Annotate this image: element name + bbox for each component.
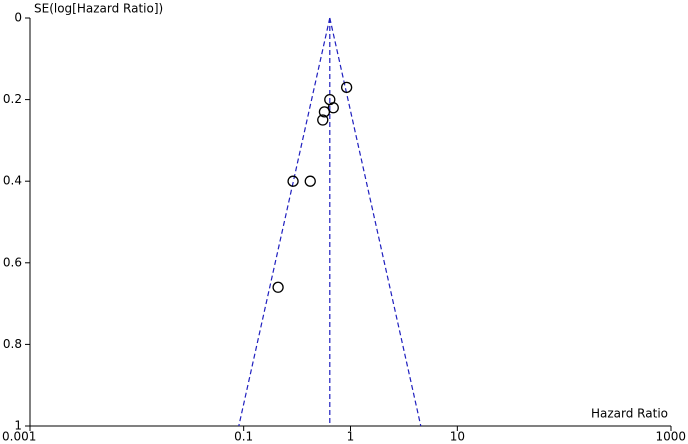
study-point <box>318 106 331 118</box>
x-tick-label: 0.001 <box>2 430 36 444</box>
y-tick-label: 0.4 <box>3 174 22 188</box>
x-tick-label: 0.1 <box>234 430 253 444</box>
y-tick-label: 0 <box>14 11 22 25</box>
y-tick-label: 1 <box>14 419 22 433</box>
study-point <box>317 114 329 126</box>
x-tick-label: 10 <box>450 430 465 444</box>
study-point <box>340 81 353 94</box>
study-point <box>272 281 284 293</box>
y-tick-label: 0.6 <box>3 255 22 269</box>
y-tick-label: 0.8 <box>3 337 22 351</box>
x-axis-label: Hazard Ratio <box>591 407 668 421</box>
x-tick-label: 1 <box>347 430 355 444</box>
study-point <box>287 175 299 187</box>
x-tick-label: 1000 <box>655 430 686 444</box>
funnel-limit-line <box>329 17 422 427</box>
y-axis-label: SE(log[Hazard Ratio]) <box>34 2 163 16</box>
study-point <box>304 175 316 187</box>
y-tick-label: 0.2 <box>3 92 22 106</box>
funnel-limit-line <box>238 17 331 427</box>
